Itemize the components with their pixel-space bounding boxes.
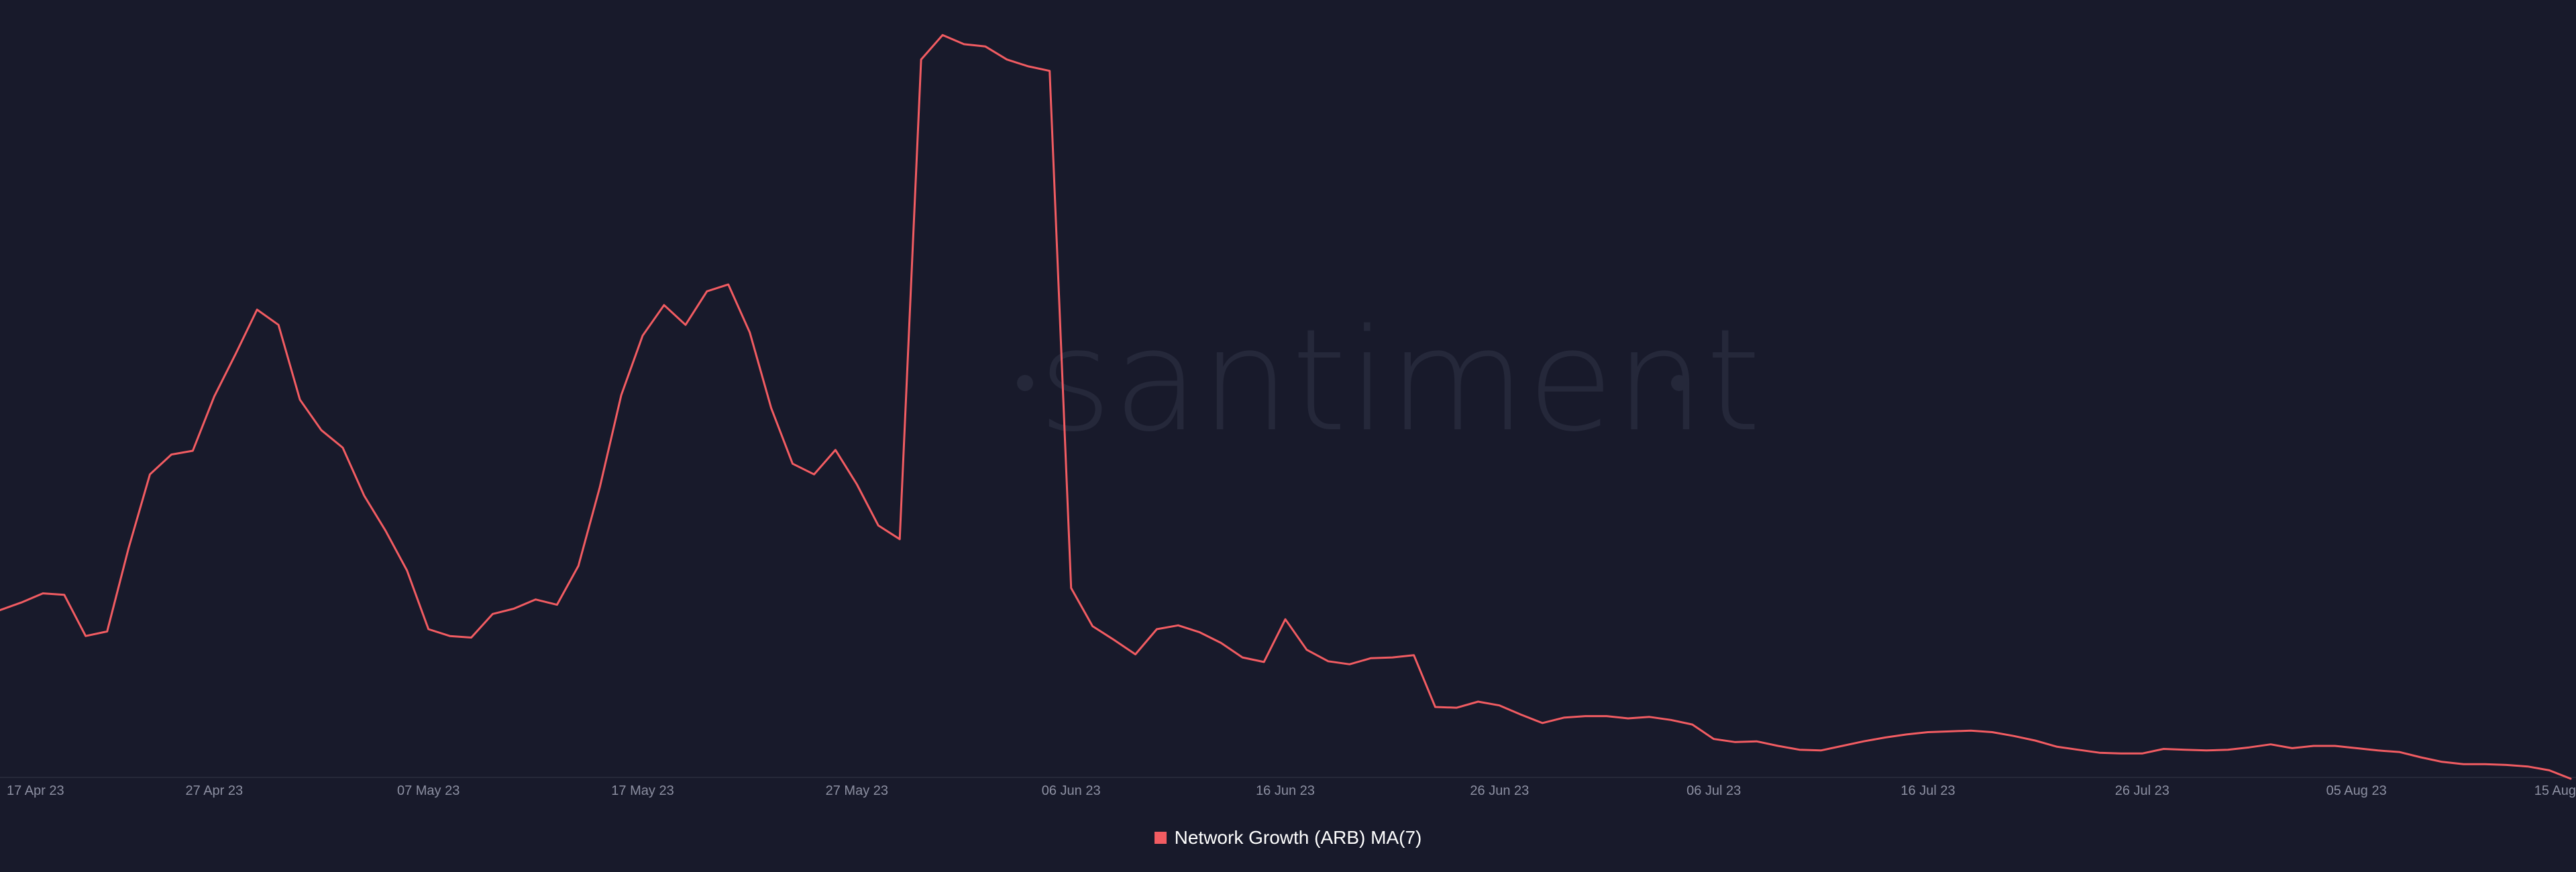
x-tick-label: 26 Jun 23 xyxy=(1470,783,1529,798)
x-tick-label: 16 Jun 23 xyxy=(1256,783,1315,798)
watermark-text: santiment xyxy=(1038,298,1762,463)
legend-label: Network Growth (ARB) MA(7) xyxy=(1174,827,1422,848)
x-tick-label: 27 May 23 xyxy=(826,783,888,798)
x-tick-label: 05 Aug 23 xyxy=(2326,783,2387,798)
series-line xyxy=(0,34,2572,780)
watermark-dot-left xyxy=(1017,375,1033,391)
x-axis-ticks: 17 Apr 23 27 Apr 23 07 May 23 17 May 23 27 M… xyxy=(7,783,2576,798)
watermark-dot-right xyxy=(1671,375,1687,391)
x-tick-label: 06 Jun 23 xyxy=(1042,783,1101,798)
legend[interactable]: Network Growth (ARB) MA(7) xyxy=(0,827,2576,849)
x-tick-label: 17 Apr 23 xyxy=(7,783,64,798)
x-tick-label: 07 May 23 xyxy=(397,783,460,798)
x-tick-label: 16 Jul 23 xyxy=(1900,783,1955,798)
x-tick-label: 15 Aug xyxy=(2534,783,2576,798)
legend-swatch xyxy=(1154,832,1167,844)
x-tick-label: 27 Apr 23 xyxy=(186,783,244,798)
x-tick-label: 06 Jul 23 xyxy=(1686,783,1741,798)
series-group xyxy=(0,34,2572,780)
x-tick-label: 26 Jul 23 xyxy=(2115,783,2169,798)
watermark: santiment xyxy=(1017,298,1762,463)
x-tick-label: 17 May 23 xyxy=(611,783,674,798)
